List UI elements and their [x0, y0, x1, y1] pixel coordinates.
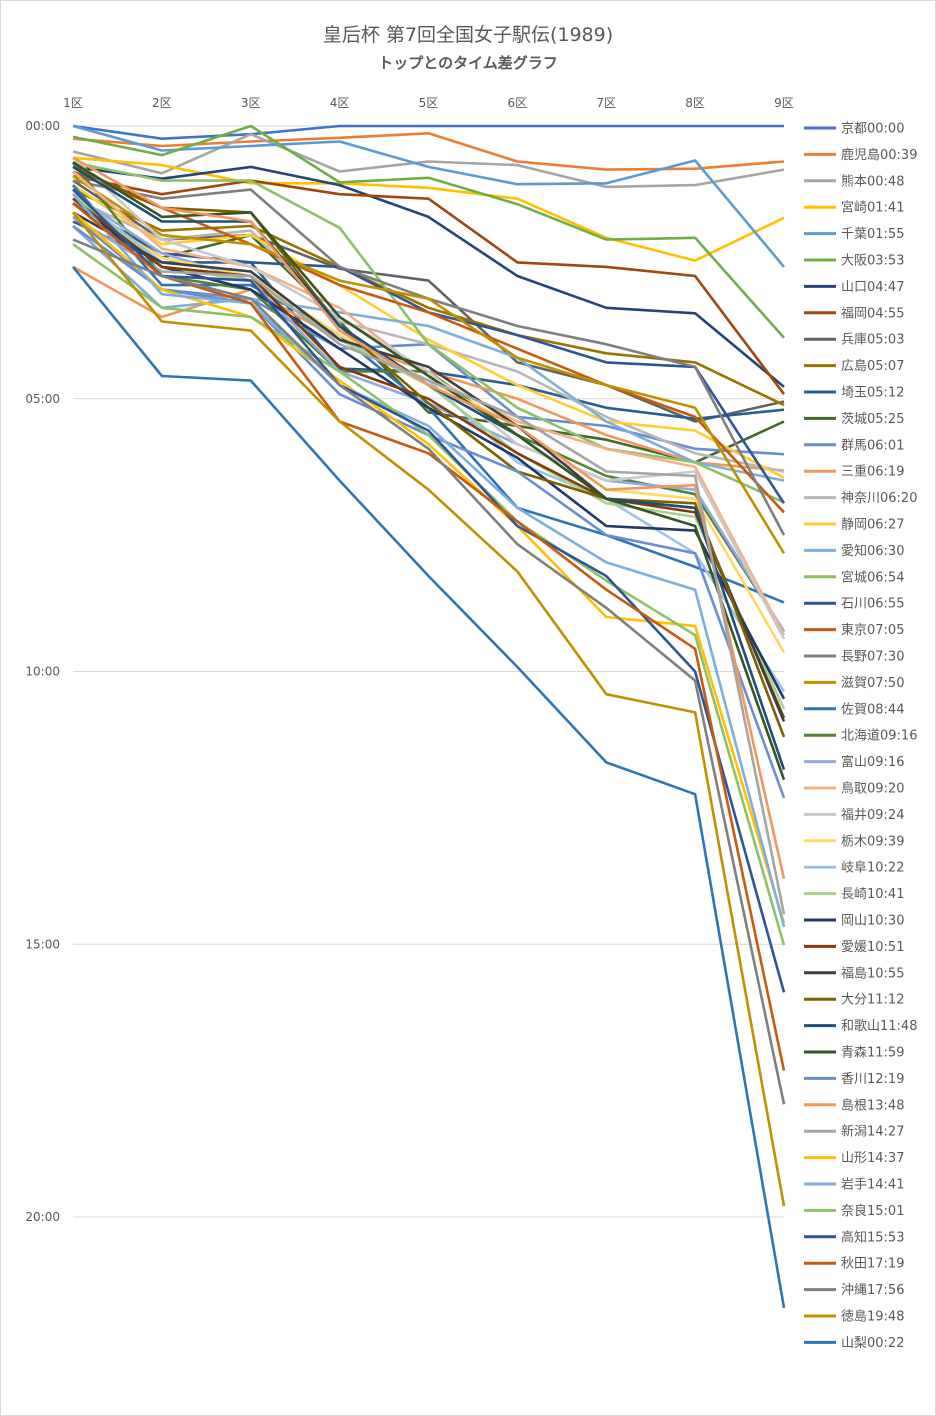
series-line-33 — [72, 165, 786, 738]
legend-label-0: 京都00:00 — [841, 122, 904, 137]
series-line-7 — [72, 174, 786, 395]
series-line-19 — [72, 170, 785, 514]
series-line-44 — [72, 238, 786, 1105]
series-line-0 — [72, 124, 784, 140]
legend-label-29: 長崎10:41 — [841, 887, 904, 902]
series-line-20 — [72, 179, 786, 536]
legend-label-6: 山口04:47 — [841, 280, 904, 295]
x-tick-label-3: 4区 — [330, 96, 350, 110]
legend-label-39: 山形14:37 — [841, 1151, 904, 1166]
series-line-40 — [72, 193, 786, 928]
legend-label-11: 茨城05:25 — [841, 412, 904, 427]
legend-label-43: 秋田17:19 — [841, 1257, 904, 1272]
legend-label-30: 岡山10:30 — [841, 914, 904, 929]
y-tick-label-1: 05:00 — [25, 392, 60, 406]
series-line-37 — [72, 156, 786, 880]
series-line-46 — [71, 266, 786, 1309]
x-tick-label-1: 2区 — [152, 96, 172, 110]
gridlines — [73, 125, 784, 1218]
series-line-3 — [72, 156, 785, 262]
series-line-6 — [72, 165, 785, 388]
legend-label-12: 群馬06:01 — [841, 438, 904, 453]
series-line-22 — [72, 184, 785, 604]
legend-label-2: 熊本00:48 — [841, 173, 904, 189]
series-line-16 — [72, 225, 785, 482]
series-line-4 — [72, 124, 785, 268]
legend-label-4: 千葉01:55 — [841, 227, 904, 242]
legend-label-31: 愛媛10:51 — [841, 940, 904, 955]
legend-label-32: 福島10:55 — [841, 966, 904, 981]
legend-label-16: 愛知06:30 — [841, 543, 904, 559]
series-line-11 — [72, 197, 785, 464]
x-tick-label-8: 9区 — [774, 96, 794, 110]
y-tick-label-3: 15:00 — [25, 937, 60, 951]
legend-label-20: 長野07:30 — [841, 650, 904, 665]
legend-label-13: 三重06:19 — [841, 464, 904, 480]
legend-label-21: 滋賀07:50 — [841, 676, 904, 691]
series-line-45 — [71, 211, 786, 1207]
legend-label-24: 富山09:16 — [841, 754, 904, 770]
series-line-21 — [72, 174, 786, 554]
series-line-43 — [72, 202, 786, 1071]
x-tick-label-0: 1区 — [63, 96, 83, 110]
series-line-2 — [72, 132, 785, 189]
x-tick-label-4: 5区 — [419, 96, 439, 110]
y-tick-label-0: 00:00 — [25, 119, 60, 133]
series-line-35 — [72, 161, 786, 781]
legend-label-23: 北海道09:16 — [841, 729, 917, 744]
series-lines — [71, 124, 786, 1309]
x-tick-label-2: 3区 — [241, 96, 261, 110]
legend-label-36: 香川12:19 — [841, 1072, 904, 1087]
legend-label-40: 岩手14:41 — [841, 1178, 904, 1193]
legend-label-1: 鹿児島00:39 — [841, 147, 917, 163]
legend-label-17: 宮城06:54 — [841, 569, 904, 585]
legend-label-15: 静岡06:27 — [841, 518, 904, 533]
legend-label-33: 大分11:12 — [841, 993, 904, 1008]
legend-label-8: 兵庫05:03 — [841, 333, 904, 348]
series-line-32 — [72, 211, 786, 722]
series-line-30 — [72, 202, 786, 700]
legend: 京都00:00 鹿児島00:39 熊本00:48 宮崎01:41 千葉01:55 大阪03… — [804, 122, 917, 1351]
legend-label-25: 鳥取09:20 — [841, 782, 904, 797]
legend-label-18: 石川06:55 — [841, 597, 904, 612]
legend-label-45: 徳島19:48 — [841, 1310, 904, 1325]
y-tick-label-4: 20:00 — [25, 1210, 60, 1224]
legend-label-5: 大阪03:53 — [841, 254, 904, 269]
legend-label-28: 岐阜10:22 — [841, 860, 904, 876]
legend-label-26: 福井09:24 — [841, 808, 904, 823]
series-line-38 — [72, 215, 786, 915]
legend-label-9: 広島05:07 — [841, 359, 904, 374]
x-tick-label-5: 6区 — [508, 96, 528, 110]
series-line-17 — [72, 161, 785, 504]
x-tick-label-6: 7区 — [596, 96, 616, 110]
y-tick-label-2: 10:00 — [25, 665, 60, 679]
series-line-15 — [72, 184, 785, 479]
series-line-42 — [72, 188, 786, 993]
legend-label-14: 神奈川06:20 — [841, 491, 917, 506]
legend-label-42: 高知15:53 — [841, 1229, 904, 1245]
y-axis-tick-labels: 00:00 05:00 10:00 15:00 20:00 — [25, 119, 60, 1224]
series-line-5 — [72, 124, 785, 339]
legend-label-37: 島根13:48 — [841, 1098, 904, 1113]
x-axis-tick-labels: 1区 2区 3区 4区 5区 6区 7区 8区 9区 — [63, 96, 794, 110]
legend-label-10: 埼玉05:12 — [841, 386, 904, 401]
legend-label-38: 新潟14:27 — [841, 1124, 904, 1140]
legend-label-27: 栃木09:39 — [841, 834, 904, 849]
chart-title: 皇后杯 第7回全国女子駅伝(1989) — [322, 24, 614, 46]
legend-label-41: 奈良15:01 — [841, 1203, 904, 1219]
legend-label-35: 青森11:59 — [841, 1046, 904, 1061]
legend-label-46: 山梨00:22 — [841, 1336, 904, 1351]
legend-label-3: 宮崎01:41 — [841, 200, 904, 216]
legend-label-44: 沖縄17:56 — [841, 1283, 904, 1298]
series-line-39 — [72, 211, 786, 924]
legend-label-7: 福岡04:55 — [841, 306, 904, 321]
legend-label-19: 東京07:05 — [841, 622, 904, 638]
chart-subtitle: トップとのタイム差グラフ — [378, 54, 558, 72]
series-line-41 — [72, 243, 786, 946]
legend-label-34: 和歌山11:48 — [841, 1019, 917, 1034]
x-tick-label-7: 8区 — [685, 96, 705, 110]
series-line-31 — [72, 197, 786, 719]
legend-label-22: 佐賀08:44 — [841, 702, 904, 717]
